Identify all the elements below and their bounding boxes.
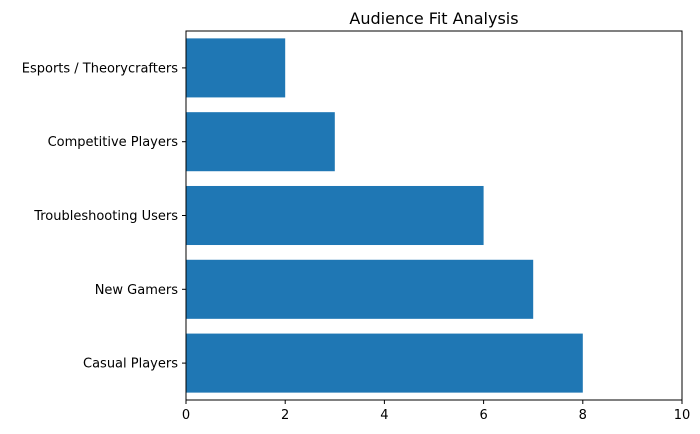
y-tick-label: New Gamers (95, 283, 179, 298)
plot-frame (185, 30, 683, 401)
y-tick-label: Competitive Players (48, 135, 179, 150)
y-axis: Casual Players New Gamers Troubleshooting … (22, 61, 186, 372)
x-tick-label: 10 (674, 408, 691, 423)
x-axis: 0 2 4 6 8 10 (182, 400, 690, 423)
bar-2 (186, 185, 484, 246)
x-tick-label: 2 (281, 408, 289, 423)
y-tick-label: Troubleshooting Users (33, 209, 178, 224)
y-tick-label: Esports / Theorycrafters (22, 61, 178, 76)
x-tick-label: 0 (182, 408, 190, 423)
bar-0 (186, 333, 583, 393)
bar-4 (186, 38, 286, 98)
x-tick-label: 6 (479, 408, 487, 423)
bars-group (186, 38, 583, 393)
x-tick-label: 4 (380, 408, 388, 423)
y-tick-label: Casual Players (83, 357, 178, 372)
bar-1 (186, 259, 534, 319)
chart-title: Audience Fit Analysis (349, 9, 518, 28)
bar-3 (186, 112, 335, 172)
x-tick-label: 8 (579, 408, 587, 423)
